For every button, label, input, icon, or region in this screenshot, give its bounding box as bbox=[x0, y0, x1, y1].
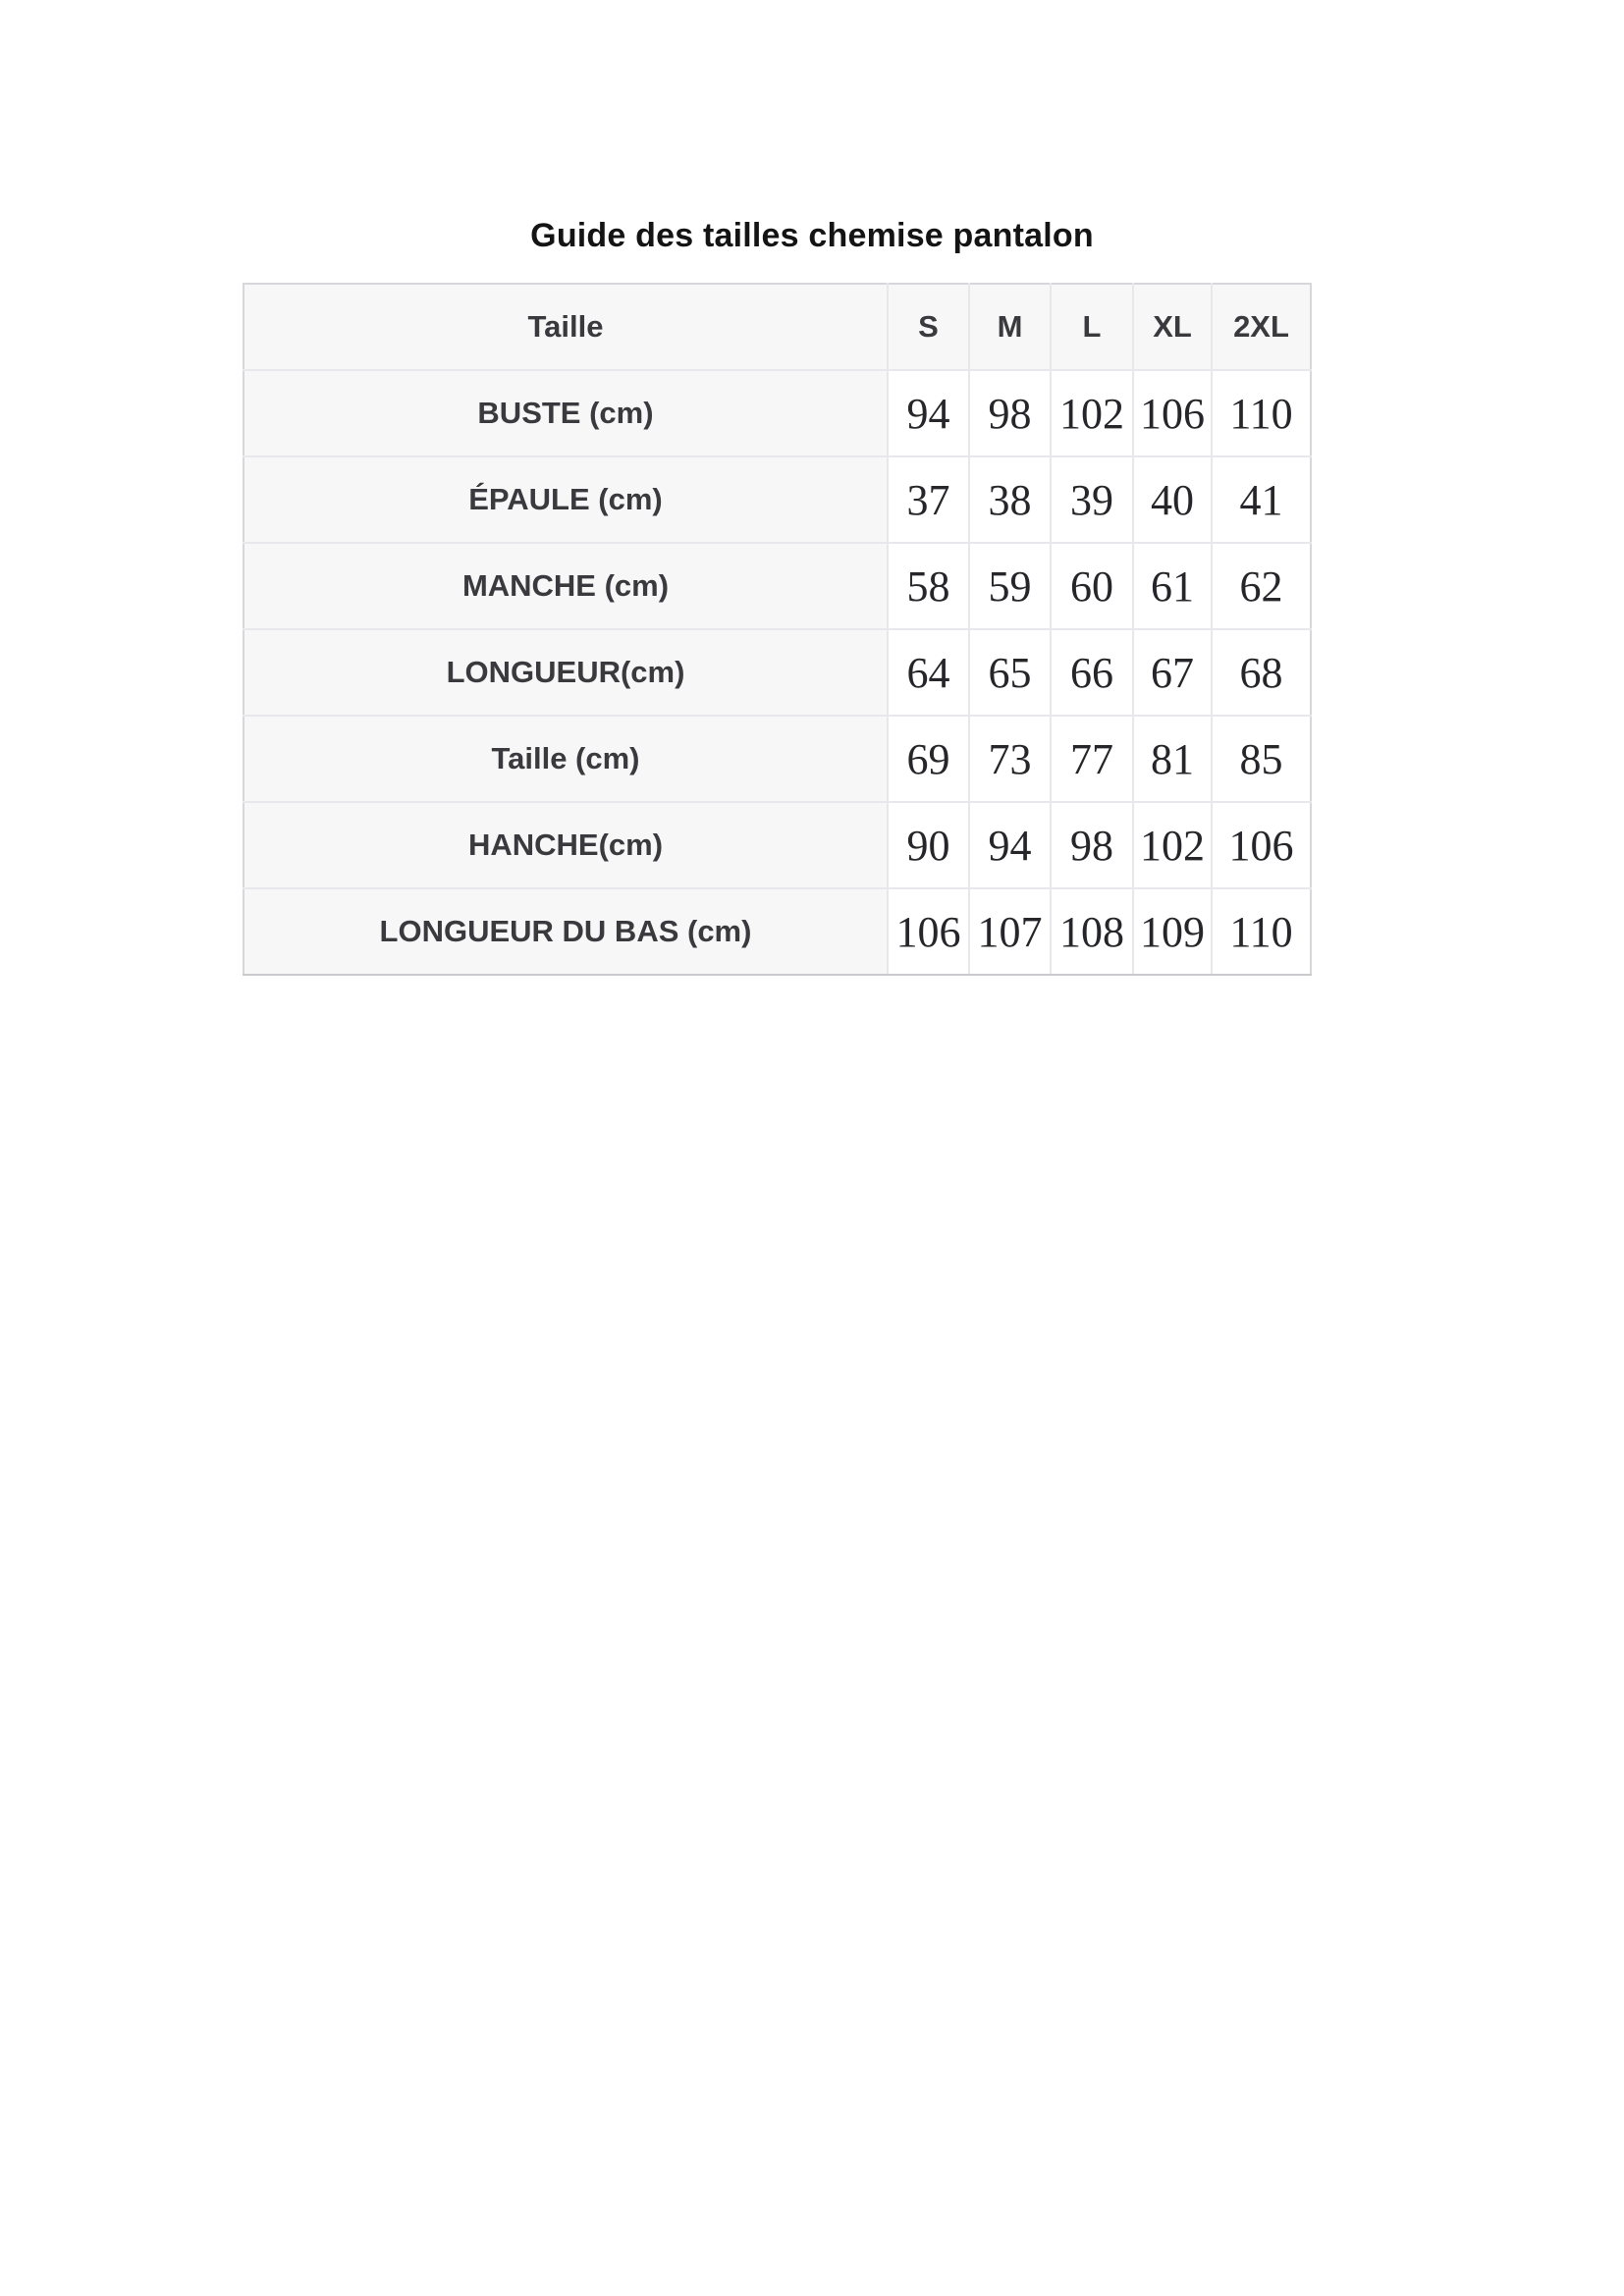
value-cell: 66 bbox=[1050, 628, 1134, 717]
value-cell: 64 bbox=[887, 628, 970, 717]
value-cell: 106 bbox=[1211, 801, 1312, 889]
value-cell: 81 bbox=[1132, 715, 1213, 803]
value-cell: 69 bbox=[887, 715, 970, 803]
value-cell: 62 bbox=[1211, 542, 1312, 630]
value-cell: 90 bbox=[887, 801, 970, 889]
row-label-cell: MANCHE (cm) bbox=[243, 542, 889, 630]
value-cell: 60 bbox=[1050, 542, 1134, 630]
value-cell: 108 bbox=[1050, 887, 1134, 976]
row-longueur: LONGUEUR(cm) 64 65 66 67 68 bbox=[243, 628, 1312, 717]
page-title: Guide des tailles chemise pantalon bbox=[530, 217, 1094, 254]
value-cell: 68 bbox=[1211, 628, 1312, 717]
corner-header-cell: Taille bbox=[243, 283, 889, 371]
value-cell: 106 bbox=[887, 887, 970, 976]
row-longueur-du-bas: LONGUEUR DU BAS (cm) 106 107 108 109 110 bbox=[243, 887, 1312, 976]
row-label-cell: BUSTE (cm) bbox=[243, 369, 889, 457]
row-hanche: HANCHE(cm) 90 94 98 102 106 bbox=[243, 801, 1312, 889]
value-cell: 59 bbox=[968, 542, 1052, 630]
value-cell: 98 bbox=[968, 369, 1052, 457]
row-label-cell: Taille (cm) bbox=[243, 715, 889, 803]
row-label-cell: LONGUEUR(cm) bbox=[243, 628, 889, 717]
value-cell: 58 bbox=[887, 542, 970, 630]
value-cell: 110 bbox=[1211, 887, 1312, 976]
value-cell: 94 bbox=[968, 801, 1052, 889]
value-cell: 85 bbox=[1211, 715, 1312, 803]
value-cell: 106 bbox=[1132, 369, 1213, 457]
size-header-2xl: 2XL bbox=[1211, 283, 1312, 371]
size-guide-table: Taille S M L XL 2XL BUSTE (cm) 94 98 102… bbox=[243, 283, 1312, 976]
size-header-s: S bbox=[887, 283, 970, 371]
size-header-m: M bbox=[968, 283, 1052, 371]
value-cell: 102 bbox=[1132, 801, 1213, 889]
row-taille: Taille (cm) 69 73 77 81 85 bbox=[243, 715, 1312, 803]
row-label-cell: ÉPAULE (cm) bbox=[243, 455, 889, 544]
value-cell: 94 bbox=[887, 369, 970, 457]
value-cell: 67 bbox=[1132, 628, 1213, 717]
value-cell: 110 bbox=[1211, 369, 1312, 457]
row-label-cell: HANCHE(cm) bbox=[243, 801, 889, 889]
header-row: Taille S M L XL 2XL bbox=[243, 283, 1312, 371]
row-epaule: ÉPAULE (cm) 37 38 39 40 41 bbox=[243, 455, 1312, 544]
value-cell: 38 bbox=[968, 455, 1052, 544]
value-cell: 61 bbox=[1132, 542, 1213, 630]
value-cell: 109 bbox=[1132, 887, 1213, 976]
value-cell: 39 bbox=[1050, 455, 1134, 544]
row-label-cell: LONGUEUR DU BAS (cm) bbox=[243, 887, 889, 976]
size-header-xl: XL bbox=[1132, 283, 1213, 371]
row-manche: MANCHE (cm) 58 59 60 61 62 bbox=[243, 542, 1312, 630]
value-cell: 73 bbox=[968, 715, 1052, 803]
size-header-l: L bbox=[1050, 283, 1134, 371]
value-cell: 37 bbox=[887, 455, 970, 544]
value-cell: 40 bbox=[1132, 455, 1213, 544]
value-cell: 102 bbox=[1050, 369, 1134, 457]
value-cell: 77 bbox=[1050, 715, 1134, 803]
value-cell: 65 bbox=[968, 628, 1052, 717]
value-cell: 41 bbox=[1211, 455, 1312, 544]
value-cell: 107 bbox=[968, 887, 1052, 976]
row-buste: BUSTE (cm) 94 98 102 106 110 bbox=[243, 369, 1312, 457]
value-cell: 98 bbox=[1050, 801, 1134, 889]
